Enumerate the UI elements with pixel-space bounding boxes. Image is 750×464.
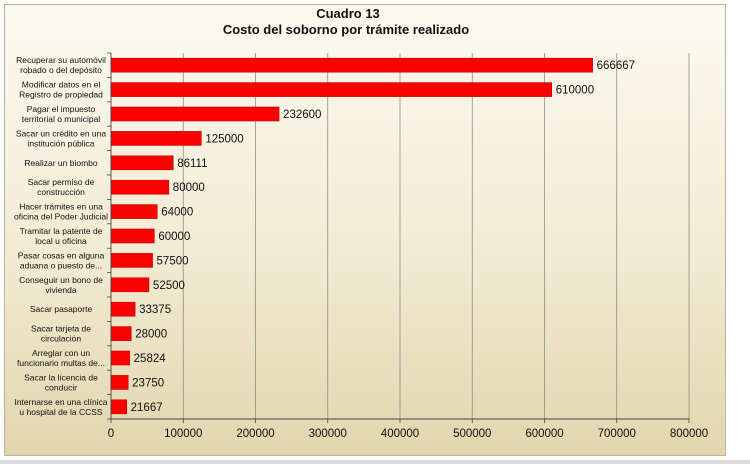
category-label: Recuperar su automóvil robado o del depós… xyxy=(16,55,106,75)
category-label-line: funcionario multas de... xyxy=(17,358,105,368)
axes: 0 100000 200000 300000 400000 500000 600000 700… xyxy=(14,52,708,440)
x-tick-label: 0 xyxy=(108,428,114,440)
category-label-line: Internarse en una clínica xyxy=(14,397,107,407)
category-label: Conseguir un bono de vivienda xyxy=(19,275,103,295)
category-label-line: oficina del Poder Judicial xyxy=(14,212,108,222)
bar-value-label: 28000 xyxy=(135,329,167,341)
category-label-line: Sacar permiso de xyxy=(28,177,95,187)
category-label-line: construcción xyxy=(37,187,85,197)
bar-value-label: 86111 xyxy=(177,158,207,170)
category-label-line: Pasar cosas en alguna xyxy=(18,250,105,260)
bar xyxy=(110,204,158,219)
bar-value-label: 52500 xyxy=(153,280,185,292)
category-label: Sacar pasaporte xyxy=(30,304,93,314)
bar xyxy=(110,131,202,146)
bar-value-label: 80000 xyxy=(173,182,205,194)
category-label: Sacar tarjeta de circulación xyxy=(31,324,91,344)
category-label: Pasar cosas en alguna aduana o puesto de.… xyxy=(18,250,105,270)
bar xyxy=(110,253,153,268)
category-label: Sacar permiso de construcción xyxy=(28,177,95,197)
bar-value-label: 33375 xyxy=(139,304,171,316)
category-label: Internarse en una clínica u hospital de l… xyxy=(14,397,107,417)
category-label: Pagar el impuesto territorial o municipal xyxy=(22,104,101,124)
category-label-line: Recuperar su automóvil xyxy=(16,55,106,65)
bar-value-label: 57500 xyxy=(157,255,189,267)
bar-value-label: 666667 xyxy=(597,60,635,72)
bar-value-label: 21667 xyxy=(131,402,163,414)
category-label: Modificar datos en el Registro de propied… xyxy=(19,80,103,100)
bar xyxy=(110,228,155,244)
category-label-line: vivienda xyxy=(45,285,76,295)
bar-value-label: 232600 xyxy=(283,109,321,121)
category-label: Sacar la licencia de conducir xyxy=(24,372,98,392)
bar-value-label: 25824 xyxy=(134,353,167,365)
category-label: Hacer trámites en una oficina del Poder J… xyxy=(14,202,108,222)
category-label-line: Registro de propiedad xyxy=(19,90,103,100)
bar-value-label: 23750 xyxy=(132,377,164,389)
category-label: Arreglar con un funcionario multas de... xyxy=(17,348,105,368)
chart-subtitle: Costo del soborno por trámite realizado xyxy=(223,22,469,37)
bar xyxy=(110,399,127,415)
bar-value-label: 60000 xyxy=(158,231,190,243)
bar-value-label: 610000 xyxy=(556,85,594,97)
category-label-line: Sacar tarjeta de xyxy=(31,324,91,334)
bar-value-label: 125000 xyxy=(205,133,243,145)
category-label: Sacar un crédito en una institución públi… xyxy=(16,128,107,148)
category-label-line: territorial o municipal xyxy=(22,114,101,124)
category-label-line: Sacar la licencia de xyxy=(24,372,98,382)
category-label-line: aduana o puesto de... xyxy=(20,260,102,270)
bar xyxy=(110,57,593,73)
bar xyxy=(110,277,150,293)
bar xyxy=(110,155,174,171)
category-label: Tramitar la patente de local u oficina xyxy=(20,226,103,246)
x-tick-label: 400000 xyxy=(381,428,419,440)
category-label-line: Hacer trámites en una xyxy=(19,202,103,212)
category-label-line: u hospital de la CCSS xyxy=(19,407,102,417)
bar xyxy=(110,179,170,195)
bars: 666667 610000 232600 125000 86111 80000 64000 6… xyxy=(110,57,635,415)
page-bottom-rule xyxy=(0,460,750,464)
bar-chart: Cuadro 13 Costo del soborno por trámite … xyxy=(14,6,708,440)
category-label-line: Conseguir un bono de xyxy=(19,275,103,285)
category-label-line: circulación xyxy=(41,334,81,344)
category-label-line: Pagar el impuesto xyxy=(27,104,96,114)
category-label-line: Realizar un biombo xyxy=(24,158,98,168)
chart-frame: Cuadro 13 Costo del soborno por trámite … xyxy=(4,4,726,456)
category-label-line: Modificar datos en el xyxy=(22,80,101,90)
category-label-line: Arreglar con un xyxy=(32,348,90,358)
bar xyxy=(110,301,136,317)
x-tick-label: 100000 xyxy=(164,428,202,440)
bar xyxy=(110,106,280,122)
bar-value-label: 64000 xyxy=(161,207,193,219)
category-label-line: local u oficina xyxy=(35,236,87,246)
bar xyxy=(110,326,132,341)
category-label-line: robado o del depósito xyxy=(20,65,102,75)
category-label-line: Sacar pasaporte xyxy=(30,304,93,314)
category-label-line: Sacar un crédito en una xyxy=(16,128,107,138)
category-label-line: Tramitar la patente de xyxy=(20,226,103,236)
x-tick-label: 300000 xyxy=(309,428,347,440)
category-label-line: conducir xyxy=(45,382,77,392)
bar xyxy=(110,82,553,97)
x-tick-label: 800000 xyxy=(670,428,708,440)
category-label: Realizar un biombo xyxy=(24,158,98,168)
chart-title: Cuadro 13 xyxy=(316,6,380,21)
bar xyxy=(110,375,129,390)
x-tick-label: 500000 xyxy=(453,428,491,440)
x-tick-label: 700000 xyxy=(598,428,636,440)
x-tick-label: 600000 xyxy=(525,428,563,440)
bar xyxy=(110,350,130,366)
category-label-line: institución pública xyxy=(27,138,94,148)
x-tick-label: 200000 xyxy=(236,428,274,440)
